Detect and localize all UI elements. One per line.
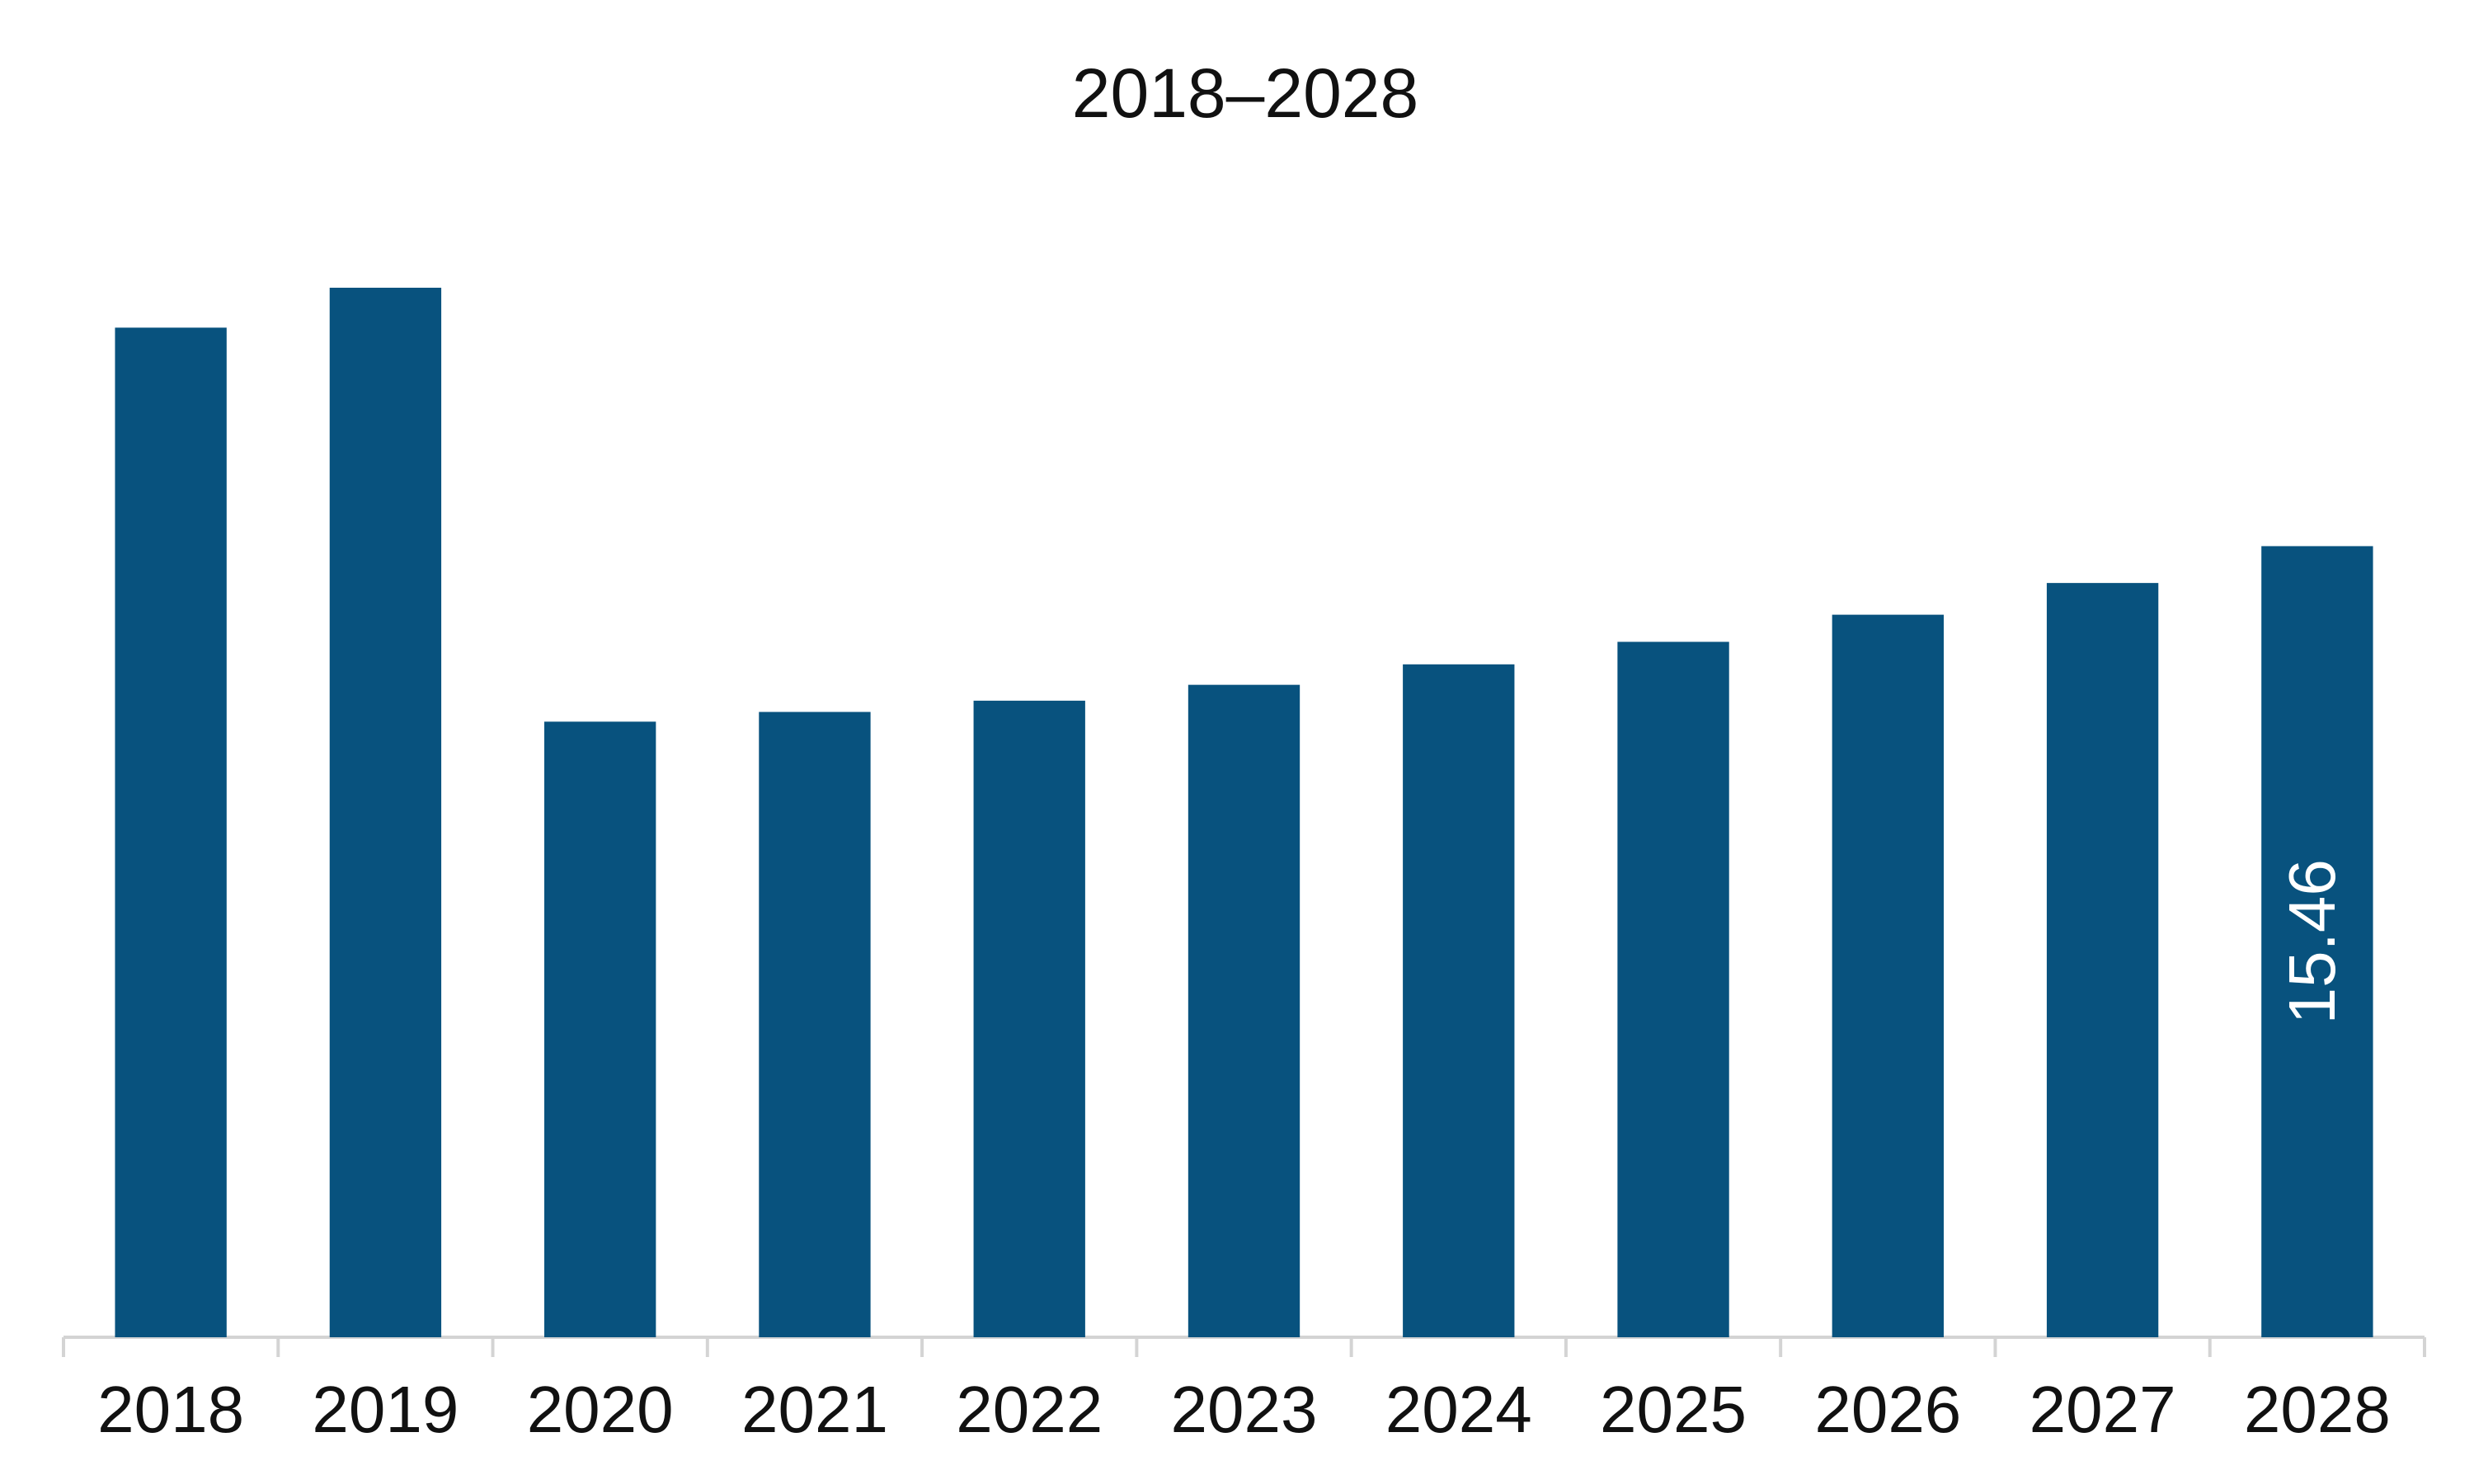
x-tick-label: 2021 xyxy=(741,1373,888,1446)
x-tick-label: 2027 xyxy=(2030,1373,2176,1446)
bar xyxy=(759,711,871,1337)
x-tick-label: 2020 xyxy=(527,1373,674,1446)
bar xyxy=(329,288,442,1337)
bar xyxy=(2261,546,2373,1337)
x-tick-label: 2019 xyxy=(312,1373,459,1446)
x-tick-label: 2023 xyxy=(1171,1373,1318,1446)
bar xyxy=(115,327,227,1337)
data-label: 15.46 xyxy=(2275,859,2349,1024)
x-tick-label: 2025 xyxy=(1600,1373,1747,1446)
bar xyxy=(1832,614,1944,1337)
bar xyxy=(544,721,656,1337)
x-tick-label: 2026 xyxy=(1814,1373,1961,1446)
x-tick-label: 2024 xyxy=(1385,1373,1532,1446)
bar xyxy=(1617,641,1729,1337)
bar xyxy=(1403,664,1515,1337)
x-tick-label: 2018 xyxy=(97,1373,244,1446)
chart-title: 2018–2028 xyxy=(1072,54,1418,132)
x-tick-label: 2022 xyxy=(956,1373,1103,1446)
bar xyxy=(1188,684,1300,1337)
x-tick-label: 2028 xyxy=(2244,1373,2391,1446)
bar xyxy=(973,700,1085,1337)
bar xyxy=(2046,583,2159,1337)
